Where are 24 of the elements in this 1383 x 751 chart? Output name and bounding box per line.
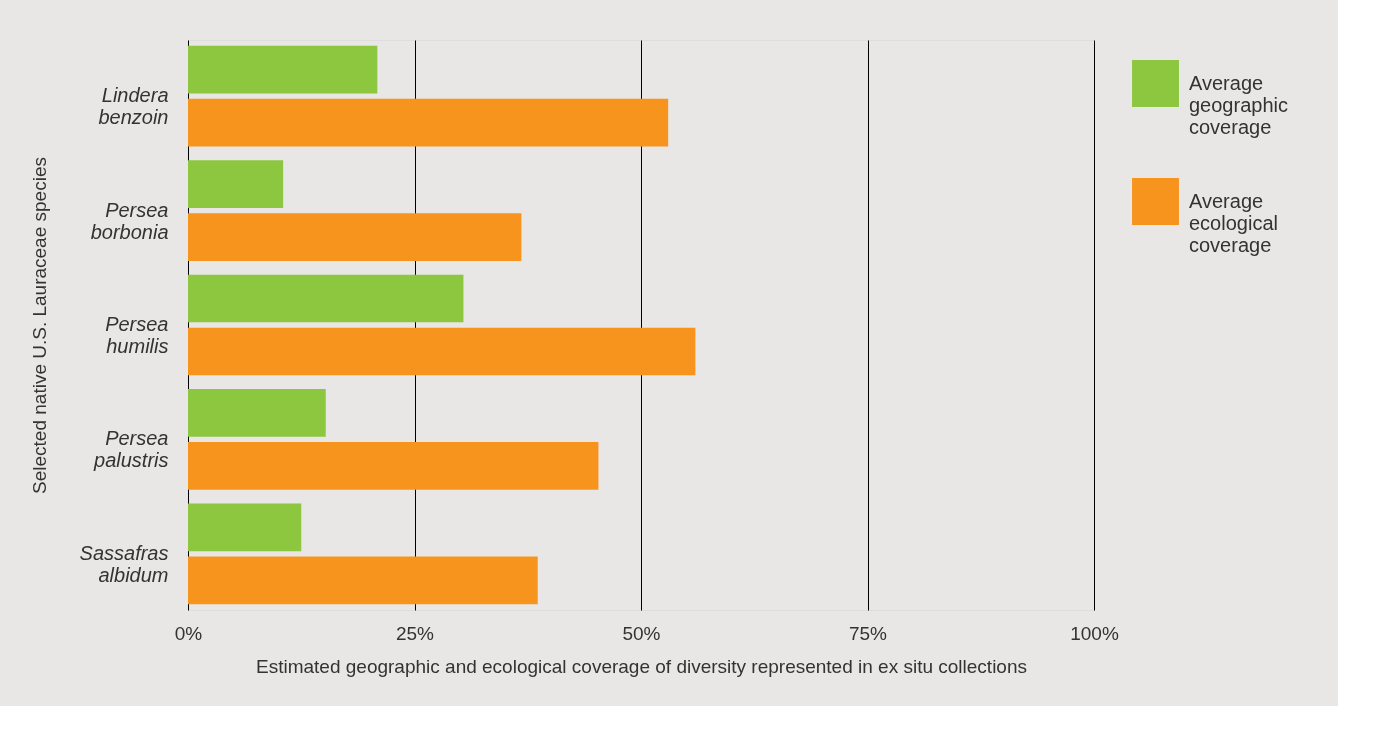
y-tick-label: Persea palustris: [93, 427, 169, 472]
bar: [188, 389, 326, 437]
bar: [188, 327, 696, 376]
legend-label: Average ecological coverage: [1189, 189, 1278, 256]
x-tick-label: 50%: [622, 622, 661, 644]
bar: [188, 274, 464, 323]
bar: [188, 160, 284, 208]
y-tick-label: Lindera benzoin: [98, 84, 169, 129]
y-tick-label: Persea borbonia: [90, 198, 169, 243]
bar: [188, 442, 599, 490]
bar: [188, 556, 538, 605]
x-tick-label: 0%: [174, 622, 203, 644]
y-axis-title: Selected native U.S. Lauraceae species: [28, 157, 50, 494]
x-tick-label: 100%: [1070, 622, 1119, 644]
bar: [188, 98, 669, 147]
y-tick-label: Persea humilis: [105, 313, 169, 357]
x-tick-label: 75%: [848, 622, 888, 644]
x-axis-title: Estimated geographic and ecological coverage of diversity represented in ex situ collections: [256, 655, 1027, 677]
bar: [188, 503, 302, 552]
bar: [188, 213, 522, 261]
y-tick-label: Sassafras albidum: [79, 541, 169, 586]
bar: [188, 45, 378, 94]
legend-label: Average geographic coverage: [1189, 71, 1288, 138]
x-tick-label: 25%: [395, 622, 435, 644]
